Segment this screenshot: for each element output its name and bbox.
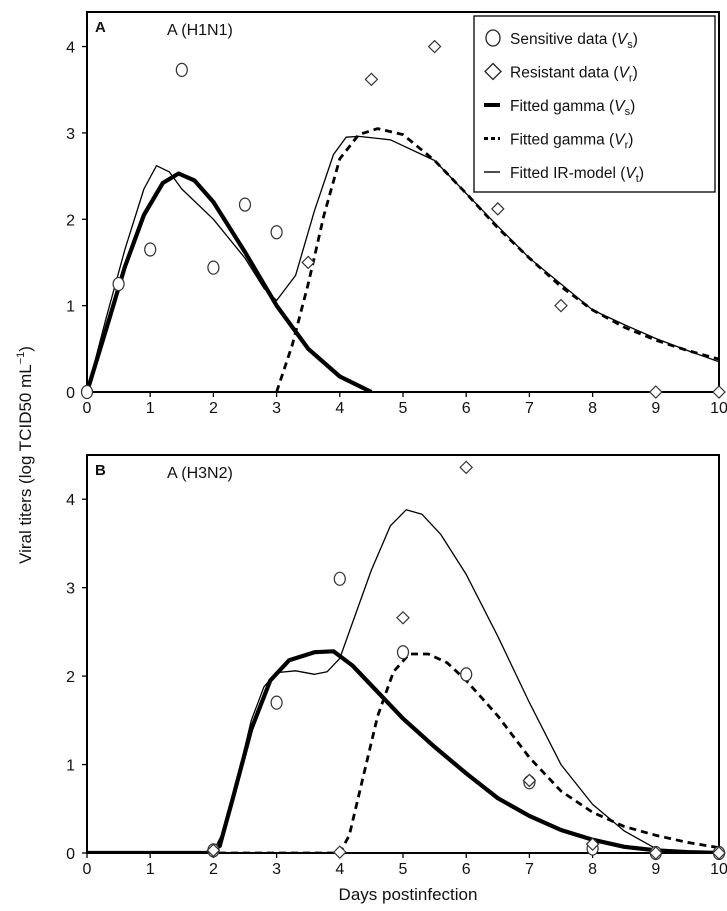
panel-b-resistant-point (459, 460, 474, 475)
panel-a-y-tick-label: 3 (66, 126, 75, 143)
panel-b-x-tick-label: 10 (710, 861, 727, 878)
panel-b-resistant-point (332, 845, 347, 859)
panel-b-x-tick-label: 1 (146, 861, 155, 878)
panel-b-x-tick-label: 6 (462, 861, 471, 878)
panel-a-x-tick-label: 2 (209, 400, 218, 417)
panel-a-resistant-point (427, 39, 442, 54)
panel-a-resistant-point (301, 255, 316, 270)
panel-b-y-tick-label: 3 (66, 581, 75, 598)
panel-a-y-tick-label: 2 (66, 212, 75, 229)
panel-b-sensitive-point (396, 645, 410, 660)
panel-a-x-tick-label: 9 (651, 400, 660, 417)
panel-b-sensitive-point (270, 695, 283, 710)
panel-a-thick-curve (87, 171, 373, 392)
legend-circle-marker (485, 29, 501, 47)
panel-b-x-tick-label: 8 (588, 861, 597, 878)
panel-a-sensitive-point (80, 384, 94, 400)
panel-b-thin-curve (212, 509, 719, 853)
y-axis-title: Viral titers (log TCID50 mL−1) (15, 346, 35, 564)
panel-a-x-tick-label: 0 (83, 400, 92, 417)
panel-a-x-tick-label: 3 (272, 400, 281, 417)
panel-a-resistant-point (490, 202, 505, 216)
panel-a-resistant-point (648, 385, 663, 399)
panel-a-y-tick-label: 4 (66, 40, 75, 57)
panel-a-title: A (H1N1) (167, 22, 233, 39)
legend-label: Fitted gamma (Vr) (510, 132, 633, 152)
panel-a-sensitive-point (144, 242, 157, 257)
panel-b-resistant-point (522, 773, 537, 788)
panel-a-letter: A (95, 19, 106, 36)
panel-b-x-tick-label: 0 (83, 861, 92, 878)
panel-a-x-tick-label: 5 (399, 400, 408, 417)
panel-a-sensitive-point (207, 260, 220, 275)
legend-label: Fitted IR-model (Vt) (510, 165, 644, 185)
panel-b-resistant-point (206, 843, 221, 858)
panel-b-y-tick-label: 4 (66, 492, 75, 509)
legend-item: Resistant data (Vr) (484, 62, 638, 85)
panel-a-resistant-point (364, 72, 379, 87)
legend-item: Fitted gamma (Vr) (484, 132, 633, 152)
panel-a-sensitive-point (112, 276, 125, 292)
panel-a-x-tick-label: 4 (335, 400, 344, 417)
panel-b-x-tick-label: 3 (272, 861, 281, 878)
panel-a-sensitive-point (175, 62, 188, 77)
panel-a-dashed-curve (275, 127, 719, 392)
panel-b-sensitive-point (333, 571, 346, 586)
panel-b-x-tick-label: 2 (209, 861, 218, 878)
panel-b-y-tick-label: 0 (66, 846, 75, 863)
panel-a-thin-curve (87, 135, 719, 392)
panel-b-thick-curve (87, 649, 719, 853)
panel-b-resistant-point (712, 846, 726, 860)
panel-b-y-tick-label: 2 (66, 669, 75, 686)
panel-a-resistant-point (554, 298, 568, 313)
panel-a-y-tick-label: 0 (66, 385, 75, 402)
panel-a-x-tick-label: 1 (146, 400, 155, 417)
panel-b-y-tick-label: 1 (66, 758, 75, 775)
x-axis-title: Days postinfection (339, 885, 478, 904)
panel-a-y-tick-label: 1 (66, 299, 75, 316)
legend: Sensitive data (Vs) Resistant data (Vr) Fi… (473, 15, 716, 193)
panel-b-resistant-point (648, 846, 663, 860)
panel-a-x-tick-label: 8 (588, 400, 597, 417)
legend-item: Sensitive data (Vs) (485, 29, 638, 51)
legend-label: Sensitive data (Vs) (510, 31, 638, 51)
panel-a-x-tick-label: 6 (462, 400, 471, 417)
panel-b-x-tick-label: 9 (651, 861, 660, 878)
panel-b-x-tick-label: 7 (525, 861, 534, 878)
legend-item: Fitted gamma (Vs) (484, 98, 635, 118)
legend-item: Fitted IR-model (Vt) (484, 165, 644, 185)
panel-b-resistant-point (585, 837, 600, 852)
legend-label: Fitted gamma (Vs) (510, 98, 635, 118)
panel-b-title: A (H3N2) (167, 465, 233, 482)
legend-diamond-marker (484, 62, 502, 81)
panel-b-sensitive-point (460, 667, 473, 682)
panel-a-x-tick-label: 7 (525, 400, 534, 417)
legend-label: Resistant data (Vr) (510, 65, 638, 85)
panel-a-sensitive-point (270, 225, 283, 240)
panel-b-x-tick-label: 5 (399, 861, 408, 878)
panel-a-x-tick-label: 10 (710, 400, 727, 417)
legend-box (473, 15, 716, 193)
panel-b-dashed-curve (87, 652, 719, 853)
panel-b: 0 1 2 3 4 5 6 7 8 9 10 0 1 2 3 4 B A (H3N2) (66, 454, 727, 878)
panel-a-sensitive-point (238, 197, 252, 212)
panel-b-resistant-point (396, 610, 410, 625)
panel-a: 0 1 2 3 4 5 6 7 8 9 10 0 1 2 3 4 A A (H1N1) (66, 11, 727, 417)
panel-a-resistant-point (712, 385, 726, 399)
panel-b-x-tick-label: 4 (335, 861, 344, 878)
panel-b-letter: B (95, 462, 106, 479)
